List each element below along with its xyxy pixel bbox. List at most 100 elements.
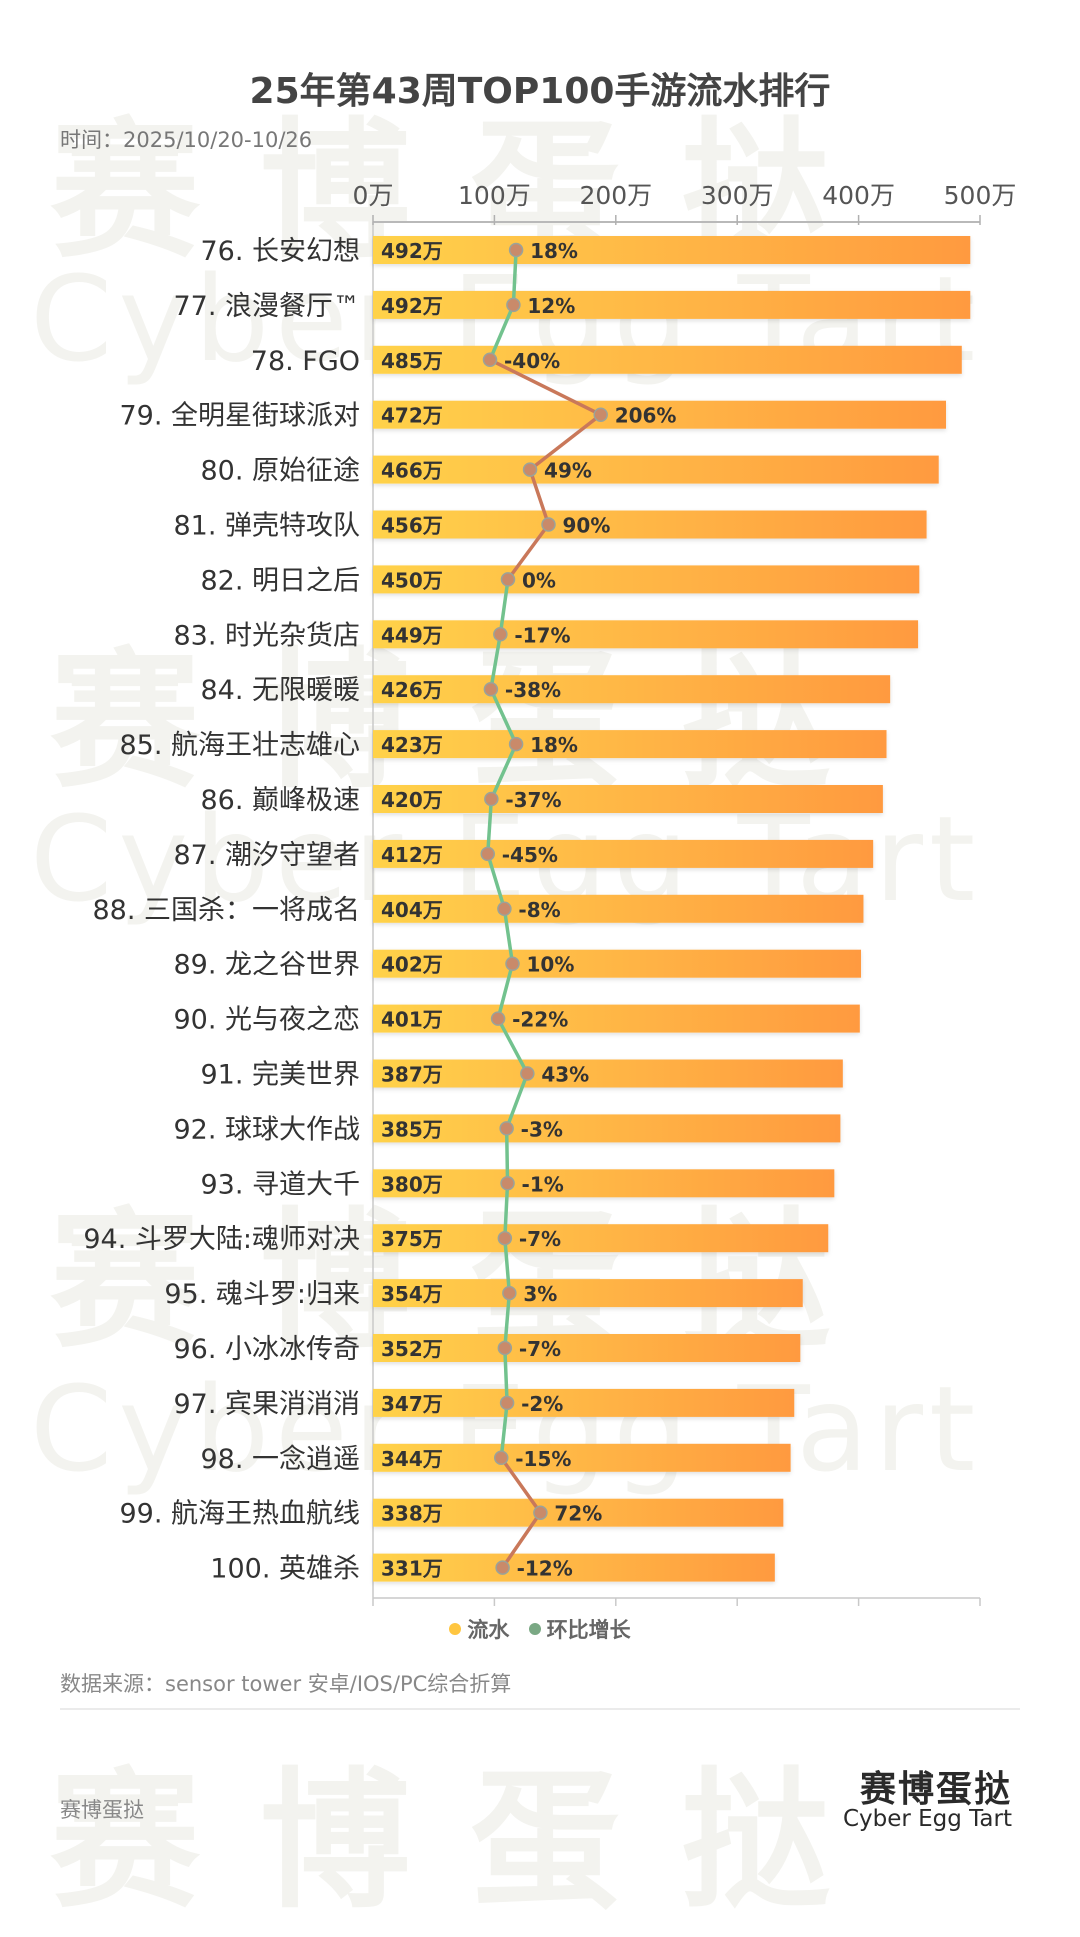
- bar: [373, 620, 919, 649]
- bar: [373, 1004, 860, 1033]
- category-label: 76. 长安幻想: [200, 236, 360, 267]
- data-label: 492万: [381, 294, 443, 318]
- growth-label: 90%: [563, 514, 611, 538]
- growth-line-segment: [511, 248, 518, 307]
- category-label: 77. 浪漫餐厅™: [173, 291, 360, 322]
- bar: [373, 400, 947, 429]
- growth-label: 12%: [527, 294, 575, 318]
- data-label: 385万: [381, 1117, 443, 1141]
- brand-logo-en: Cyber Egg Tart: [842, 1806, 1012, 1832]
- growth-line-segment: [486, 797, 494, 856]
- x-tick-label: 0万: [353, 181, 394, 210]
- growth-label: -3%: [521, 1117, 563, 1141]
- data-label: 402万: [381, 953, 443, 977]
- growth-point: [499, 1395, 515, 1411]
- data-label: 426万: [381, 678, 443, 702]
- growth-line-segment: [504, 1126, 510, 1186]
- legend-item-revenue: 流水: [449, 1614, 509, 1644]
- category-label: 86. 巅峰极速: [200, 785, 360, 816]
- growth-label: 72%: [554, 1502, 602, 1526]
- data-label: 401万: [381, 1008, 443, 1032]
- bar: [373, 345, 962, 374]
- bar: [373, 290, 971, 319]
- growth-label: 18%: [530, 733, 578, 757]
- bar: [373, 1279, 803, 1308]
- data-label: 450万: [381, 568, 443, 592]
- data-label: 472万: [381, 404, 443, 428]
- x-tick-label: 500万: [944, 181, 1017, 210]
- data-label: 449万: [381, 623, 443, 647]
- growth-point: [533, 1505, 548, 1520]
- divider: [60, 1708, 1020, 1710]
- data-label: 347万: [381, 1392, 443, 1416]
- legend-growth-label: 环比增长: [546, 1618, 631, 1642]
- category-label: 83. 时光杂货店: [173, 620, 360, 651]
- category-label: 90. 光与夜之恋: [173, 1005, 360, 1036]
- category-label: 97. 宾果消消消: [173, 1389, 360, 1420]
- bar: [373, 894, 864, 923]
- bar: [373, 785, 883, 813]
- bar: [373, 1059, 843, 1088]
- growth-point: [500, 572, 516, 587]
- category-label: 92. 球球大作战: [173, 1114, 360, 1145]
- data-label: 404万: [381, 898, 443, 922]
- growth-line-segment: [528, 412, 603, 472]
- growth-line-segment: [500, 1510, 543, 1570]
- growth-point: [484, 791, 499, 807]
- bar: [373, 675, 891, 704]
- growth-line-segment: [504, 1071, 530, 1131]
- growth-line-segment: [488, 358, 603, 417]
- growth-point: [508, 736, 524, 752]
- category-label: 100. 英雄杀: [210, 1554, 360, 1585]
- growth-label: -45%: [502, 843, 558, 867]
- category-label: 81. 弹壳特攻队: [173, 511, 360, 542]
- growth-label: -1%: [522, 1172, 564, 1196]
- growth-line-segment: [499, 1456, 543, 1515]
- growth-line-segment: [496, 1016, 530, 1076]
- legend-revenue-label: 流水: [467, 1618, 510, 1642]
- growth-line-segment: [489, 632, 503, 691]
- growth-line-segment: [528, 467, 551, 527]
- growth-point: [502, 1285, 517, 1301]
- growth-line-segment: [486, 852, 507, 911]
- footer-author: 赛博蛋挞: [60, 1798, 144, 1822]
- data-source: 数据来源：sensor tower 安卓/IOS/PC综合折算: [60, 1672, 512, 1696]
- ranking-chart: 0万 100万 200万 300万 400万 500万 76. 长安幻想 77. 浪漫餐厅™…: [83, 181, 1017, 1606]
- category-label: 82. 明日之后: [200, 565, 360, 596]
- growth-point: [497, 1230, 513, 1246]
- growth-point: [497, 901, 512, 917]
- growth-point: [497, 1340, 513, 1356]
- growth-point: [480, 846, 495, 862]
- growth-label: -15%: [515, 1447, 571, 1471]
- category-label: 94. 斗罗大陆:魂师对决: [83, 1224, 360, 1255]
- chart-legend: 流水 环比增长: [0, 1614, 1080, 1644]
- growth-point: [520, 1066, 535, 1081]
- data-label: 412万: [381, 843, 443, 867]
- growth-label: 43%: [541, 1063, 589, 1087]
- legend-item-growth: 环比增长: [528, 1614, 631, 1644]
- watermark-text: 赛博蛋挞: [50, 1755, 891, 1929]
- growth-point: [490, 1011, 506, 1026]
- category-label: 84. 无限暖暖: [200, 675, 360, 706]
- growth-label: -7%: [519, 1337, 561, 1361]
- growth-line-segment: [499, 1401, 509, 1460]
- growth-line-segment: [503, 1291, 512, 1350]
- bar: [373, 1114, 841, 1143]
- growth-line-segment: [503, 1181, 510, 1240]
- growth-label: 49%: [544, 459, 592, 483]
- category-label: 95. 魂斗罗:归来: [164, 1279, 360, 1310]
- category-label: 80. 原始征途: [200, 456, 360, 487]
- growth-line-segment: [496, 961, 515, 1021]
- data-label: 456万: [381, 514, 443, 538]
- chart-title: 25年第43周TOP100手游流水排行: [249, 71, 831, 112]
- data-label: 352万: [381, 1337, 443, 1361]
- data-label: 420万: [381, 788, 443, 812]
- data-label: 466万: [381, 459, 443, 483]
- bar: [373, 1443, 791, 1472]
- growth-point: [522, 462, 538, 477]
- data-label: 485万: [381, 349, 443, 373]
- growth-label: -7%: [519, 1227, 561, 1251]
- bar: [373, 236, 971, 264]
- x-tick-label: 400万: [822, 181, 895, 210]
- category-label: 91. 完美世界: [200, 1060, 360, 1091]
